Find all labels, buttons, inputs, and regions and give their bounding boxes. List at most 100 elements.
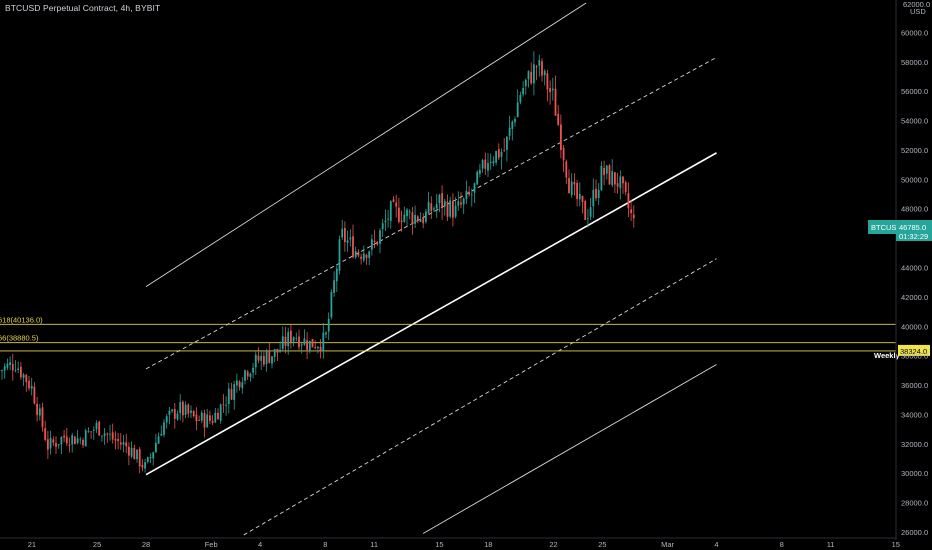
candle-body — [352, 236, 354, 258]
candle-body — [236, 380, 238, 386]
candle-body — [360, 256, 362, 259]
candle-body — [36, 403, 38, 415]
candle-body — [425, 211, 427, 222]
candle-body — [222, 403, 225, 405]
candle-body — [52, 439, 55, 443]
candle-body — [346, 240, 349, 243]
time-axis-label: 11 — [827, 540, 835, 549]
candle-body — [454, 205, 457, 217]
candle-body — [57, 444, 60, 446]
candle-body — [168, 410, 171, 415]
candle-body — [484, 159, 487, 169]
candle-body — [589, 207, 592, 217]
price-axis-label: 50000.0 — [901, 175, 928, 184]
candle-body — [427, 201, 430, 214]
candle-body — [568, 178, 570, 194]
candle-body — [63, 435, 65, 438]
candle-body — [273, 349, 276, 357]
candle-body — [265, 350, 268, 364]
price-axis-label: 54000.0 — [901, 117, 928, 126]
candle-body — [17, 368, 20, 371]
candle-body — [408, 211, 411, 213]
candle-body — [9, 362, 11, 365]
candle-body — [14, 370, 17, 371]
candle-body — [319, 346, 322, 351]
candle-body — [28, 380, 30, 389]
candle-body — [203, 413, 206, 428]
candle-body — [254, 354, 257, 368]
candle-body — [381, 223, 384, 230]
level-price-tag: 38324.0 — [900, 347, 927, 356]
candle-body — [357, 252, 360, 256]
candle-body — [317, 347, 319, 349]
candle-body — [489, 162, 492, 163]
candle-body — [74, 436, 76, 445]
candle-body — [473, 183, 476, 193]
price-axis-label: 48000.0 — [901, 205, 928, 214]
candle-body — [55, 442, 57, 447]
time-axis-label: 25 — [598, 540, 606, 549]
time-axis[interactable]: 212528Feb481115182225Mar48111518 — [28, 540, 932, 549]
candle-body — [460, 202, 462, 205]
candle-body — [422, 217, 425, 224]
time-axis-label: 18 — [484, 540, 492, 549]
price-tag-countdown: 01:32:29 — [899, 232, 928, 241]
candle-body — [241, 382, 244, 389]
candle-body — [362, 253, 365, 261]
price-tag-bg — [896, 220, 932, 241]
candle-body — [184, 404, 187, 415]
candle-body — [271, 356, 273, 364]
candle-body — [516, 102, 519, 118]
candle-body — [314, 346, 317, 349]
candle-body — [503, 149, 506, 151]
candle-body — [578, 193, 581, 200]
candle-body — [211, 420, 214, 423]
candle-body — [414, 214, 416, 224]
candle-body — [595, 188, 597, 199]
candle-body — [79, 439, 82, 441]
candle-body — [22, 374, 25, 378]
price-axis-label: 40000.0 — [901, 322, 928, 331]
candle-body — [163, 422, 165, 435]
candle-body — [373, 240, 376, 242]
candle-body — [587, 218, 589, 220]
candle-body — [109, 433, 111, 435]
candle-body — [119, 442, 122, 445]
candle-body — [511, 121, 514, 129]
candle-body — [87, 431, 90, 432]
symbol-tag: BTCUSD — [871, 223, 902, 232]
candle-body — [246, 371, 249, 377]
candle-body — [457, 201, 460, 206]
candle-body — [433, 208, 435, 210]
candle-body — [182, 401, 184, 416]
price-axis-label: 30000.0 — [901, 469, 928, 478]
candle-body — [84, 430, 87, 447]
candle-body — [152, 452, 155, 459]
candle-body — [530, 71, 533, 84]
candle-body — [368, 251, 371, 258]
channel-line — [145, 152, 717, 476]
candle-body — [392, 199, 395, 202]
candle-body — [44, 428, 47, 441]
candle-body — [371, 239, 373, 250]
candle-body — [3, 366, 6, 371]
candle-body — [500, 151, 503, 157]
candle-body — [252, 367, 254, 373]
candle-body — [349, 237, 352, 240]
candle-body — [101, 435, 103, 437]
candle-body — [508, 127, 511, 136]
price-axis-label: 44000.0 — [901, 264, 928, 273]
candle-body — [209, 415, 211, 421]
candles — [0, 51, 635, 474]
candle-body — [630, 209, 632, 214]
candle-body — [146, 457, 149, 462]
candle-body — [546, 73, 549, 90]
candle-body — [179, 402, 182, 414]
candle-body — [468, 191, 470, 195]
level-weekly-label: Weekly — [874, 351, 901, 360]
candle-body — [549, 88, 551, 92]
candle-body — [632, 214, 635, 219]
candle-body — [225, 404, 227, 406]
candle-body — [138, 449, 141, 467]
